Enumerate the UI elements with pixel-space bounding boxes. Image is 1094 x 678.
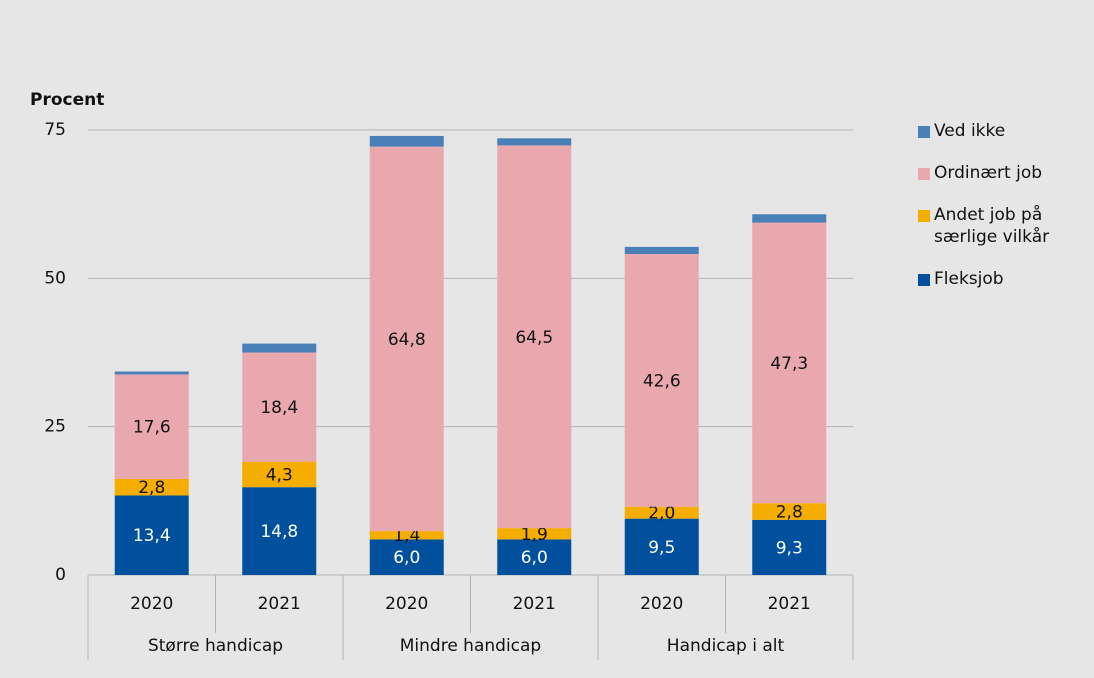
y-tick-label: 75: [44, 120, 66, 140]
bar-segment: [114, 374, 189, 479]
data-label: 1,4: [393, 526, 420, 546]
data-label: 47,3: [770, 354, 808, 374]
group-label: Handicap i alt: [667, 636, 785, 656]
x-tick-label: 2021: [513, 594, 556, 614]
legend-label: Andet job på særlige vilkår: [934, 205, 1050, 247]
legend: Ved ikke Ordinært job Andet job på særlige…: [918, 120, 1078, 310]
bar-segment: [497, 138, 572, 146]
bar-segment: [114, 495, 189, 575]
bar-segment: [369, 146, 444, 532]
legend-swatch: [918, 168, 930, 180]
y-tick-label: 25: [44, 417, 66, 437]
data-label: 2,8: [138, 478, 165, 498]
x-tick-label: 2021: [258, 594, 301, 614]
legend-label: Ved ikke: [934, 121, 1006, 141]
data-label: 64,5: [515, 328, 553, 348]
legend-label: Ordinært job: [934, 163, 1043, 183]
y-axis-label: Procent: [30, 90, 104, 110]
bar-segment: [752, 222, 827, 504]
y-tick-label: 50: [44, 268, 66, 288]
bar-segment: [497, 528, 572, 540]
legend-swatch: [918, 210, 930, 222]
data-label: 4,3: [266, 465, 293, 485]
legend-item: Fleksjob: [918, 268, 1078, 290]
bar-segment: [114, 478, 189, 496]
data-label: 64,8: [388, 330, 426, 350]
legend-item: Ordinært job: [918, 162, 1078, 184]
legend-swatch: [918, 274, 930, 286]
legend-item: Ved ikke: [918, 120, 1078, 142]
bar-segment: [752, 519, 827, 575]
bar-segment: [242, 352, 317, 462]
data-label: 9,3: [776, 538, 803, 558]
legend-label: Fleksjob: [934, 269, 1004, 289]
data-label: 2,8: [776, 503, 803, 523]
group-label: Større handicap: [148, 636, 283, 656]
legend-item: Andet job på særlige vilkår: [918, 204, 1078, 248]
data-label: 14,8: [260, 522, 298, 542]
data-label: 6,0: [393, 548, 420, 568]
y-tick-label: 0: [55, 565, 66, 585]
data-label: 6,0: [521, 548, 548, 568]
data-label: 17,6: [133, 418, 171, 438]
x-tick-label: 2020: [640, 594, 683, 614]
bar-segment: [624, 246, 699, 255]
data-label: 18,4: [260, 398, 298, 418]
bar-segment: [242, 343, 317, 353]
data-label: 1,9: [521, 525, 548, 545]
data-label: 42,6: [643, 371, 681, 391]
bar-segment: [114, 371, 189, 375]
legend-swatch: [918, 126, 930, 138]
bar-segment: [242, 461, 317, 488]
bar-segment: [497, 539, 572, 575]
data-label: 9,5: [648, 538, 675, 558]
x-tick-label: 2020: [385, 594, 428, 614]
bar-segment: [752, 214, 827, 223]
bar-segment: [624, 254, 699, 507]
bar-segment: [369, 531, 444, 540]
data-label: 2,0: [648, 504, 675, 524]
bar-segment: [242, 487, 317, 575]
bar-segment: [369, 539, 444, 575]
bar-segment: [624, 506, 699, 519]
bar-segment: [752, 503, 827, 520]
bar-segment: [624, 518, 699, 575]
bar-segment: [497, 145, 572, 529]
data-label: 13,4: [133, 526, 171, 546]
x-tick-label: 2021: [768, 594, 811, 614]
bar-segment: [369, 135, 444, 147]
x-tick-label: 2020: [130, 594, 173, 614]
group-label: Mindre handicap: [400, 636, 541, 656]
